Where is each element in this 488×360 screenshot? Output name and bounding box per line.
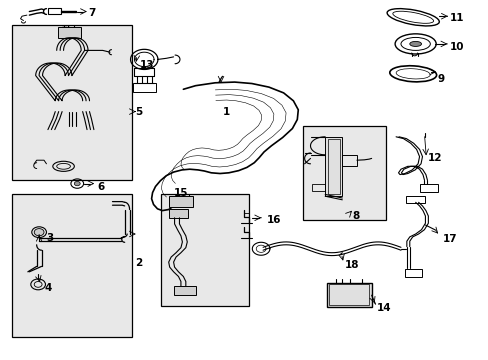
Bar (303, 126, 386, 220)
Text: 10: 10 (449, 42, 464, 52)
Text: 11: 11 (449, 13, 464, 23)
Polygon shape (151, 82, 298, 211)
Text: 8: 8 (351, 211, 359, 221)
Text: 18: 18 (344, 260, 359, 270)
Text: 3: 3 (46, 233, 54, 243)
Bar (325, 137, 342, 196)
Bar (328, 284, 368, 305)
Ellipse shape (409, 41, 421, 46)
Text: 16: 16 (266, 215, 281, 225)
Text: 17: 17 (442, 234, 456, 244)
Text: 7: 7 (88, 8, 95, 18)
Bar (405, 196, 425, 203)
Text: 13: 13 (139, 60, 154, 70)
Bar (133, 83, 155, 92)
Bar (58, 27, 81, 38)
Text: 2: 2 (135, 258, 142, 268)
Circle shape (34, 229, 44, 236)
Bar (48, 8, 61, 14)
Text: 9: 9 (437, 74, 444, 84)
Text: 1: 1 (222, 107, 229, 117)
Bar (311, 184, 325, 191)
Bar (419, 184, 437, 192)
Text: 12: 12 (427, 153, 442, 163)
Bar (12, 25, 132, 180)
Bar (342, 155, 356, 166)
Bar (173, 286, 195, 295)
Bar (327, 139, 339, 194)
Bar (168, 209, 188, 218)
Text: 6: 6 (98, 182, 105, 192)
Bar (404, 269, 421, 277)
Bar (12, 194, 132, 337)
Bar (168, 196, 193, 207)
Text: 4: 4 (44, 283, 51, 293)
Text: 5: 5 (135, 107, 142, 117)
Bar (161, 194, 249, 306)
Bar (326, 283, 371, 307)
Text: 14: 14 (376, 303, 390, 313)
Text: 15: 15 (173, 188, 188, 198)
Circle shape (74, 181, 80, 186)
